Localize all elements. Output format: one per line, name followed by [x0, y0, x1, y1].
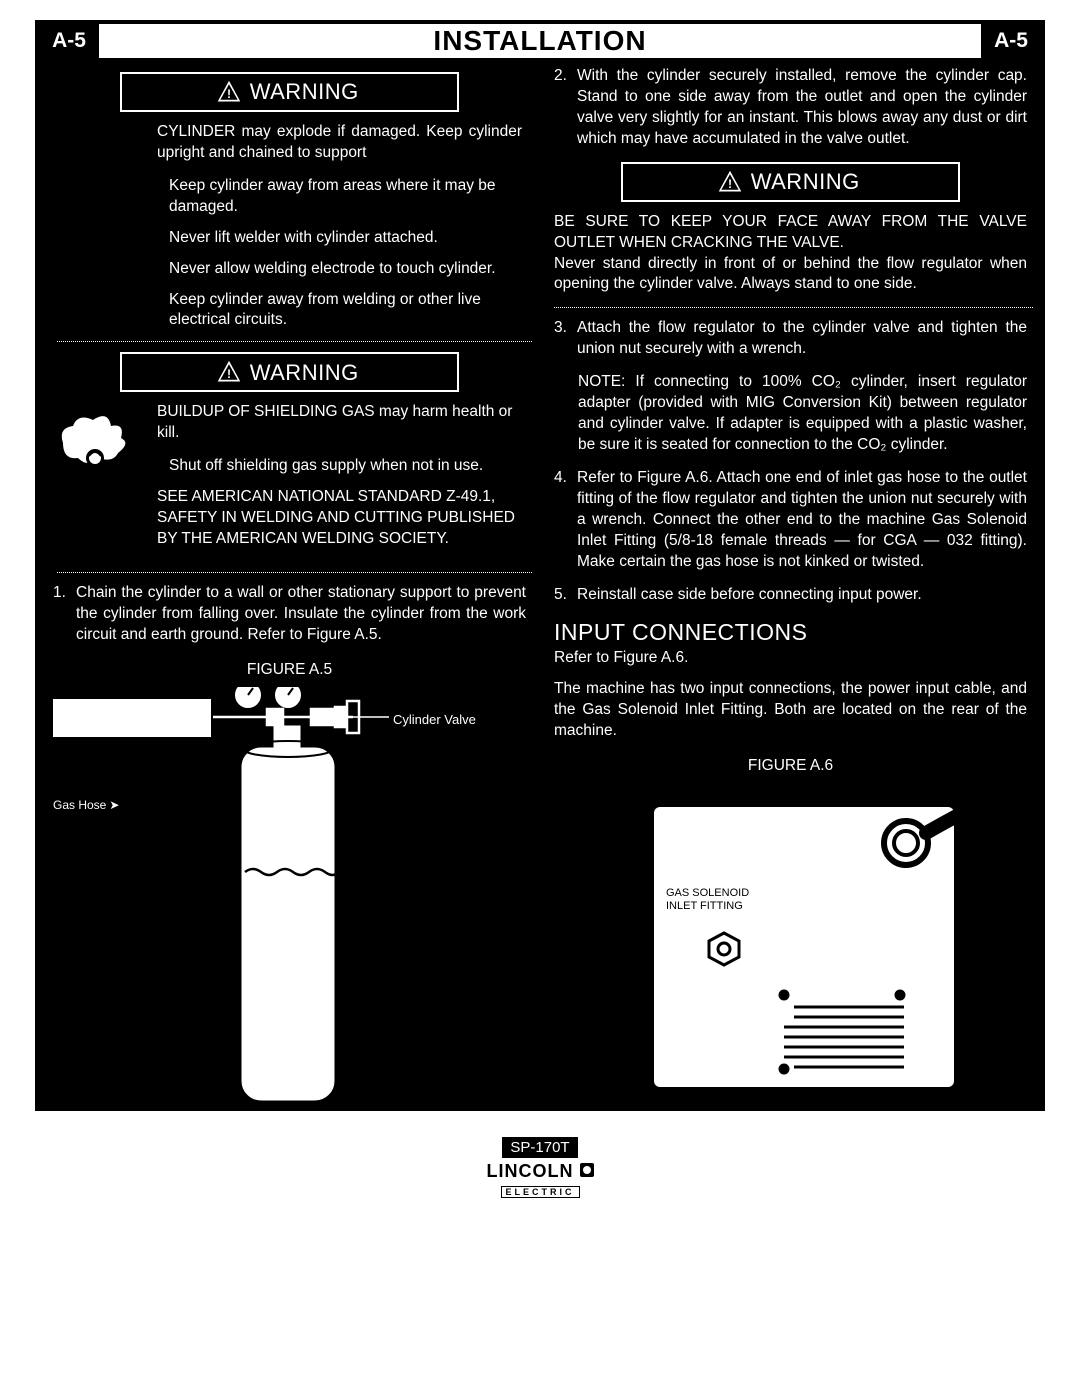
step-4-text: Refer to Figure A.6. Attach one end of i… — [577, 468, 1027, 573]
warning-triangle-icon: ! — [216, 79, 242, 105]
warning-triangle-icon: ! — [717, 169, 743, 195]
warning-triangle-icon: ! — [216, 359, 242, 385]
step-5-text: Reinstall case side before connecting in… — [577, 585, 1027, 606]
step-1-text: Chain the cylinder to a wall or other st… — [76, 583, 526, 646]
right-column: 2. With the cylinder securely installed,… — [540, 58, 1041, 1107]
warn3-p2: Never stand directly in front of or behi… — [554, 254, 1027, 296]
footer-model: SP-170T — [502, 1137, 577, 1158]
warn1-b2: Never lift welder with cylinder attached… — [157, 228, 522, 249]
warning-label-1: WARNING — [250, 77, 359, 107]
fig-a6-drawing — [654, 807, 1014, 1107]
dotted-separator-2 — [57, 572, 532, 573]
step-3-num: 3. — [554, 318, 572, 360]
gas-cloud-icon — [47, 402, 147, 562]
warn2-p1: BUILDUP OF SHIELDING GAS may harm health… — [157, 402, 522, 444]
warning-label-3: WARNING — [751, 167, 860, 197]
arrow-right-icon: ➤ — [109, 797, 119, 813]
warn3-p1: BE SURE TO KEEP YOUR FACE AWAY FROM THE … — [554, 212, 1027, 254]
step-3: 3. Attach the flow regulator to the cyli… — [554, 318, 1027, 360]
header-page-left: A-5 — [39, 29, 99, 53]
fig-a5-gas-hose-text: Gas Hose — [53, 797, 106, 813]
warn1-block: CYLINDER may explode if damaged. Keep cy… — [47, 122, 532, 331]
figure-a5-label: FIGURE A.5 — [47, 660, 532, 681]
fig-a5-drawing — [53, 687, 533, 1107]
content-columns: ! WARNING CYLINDER may explode if damage… — [39, 58, 1041, 1107]
svg-text:!: ! — [227, 87, 231, 101]
lincoln-logo-icon — [580, 1163, 594, 1177]
figure-a6: GAS SOLENOID INLET FITTING — [554, 787, 1027, 1087]
right-steps-3: 4. Refer to Figure A.6. Attach one end o… — [554, 468, 1027, 606]
svg-text:!: ! — [227, 367, 231, 381]
footer-brand: LINCOLN — [0, 1161, 1080, 1182]
warn2-p2: SEE AMERICAN NATIONAL STANDARD Z-49.1, S… — [157, 487, 522, 550]
left-steps: 1. Chain the cylinder to a wall or other… — [53, 583, 526, 646]
dotted-separator-1 — [57, 341, 532, 342]
step-2-num: 2. — [554, 66, 572, 150]
note-co2: NOTE: If connecting to 100% CO₂ cylinder… — [578, 372, 1027, 456]
step-1: 1. Chain the cylinder to a wall or other… — [53, 583, 526, 646]
header-title: INSTALLATION — [433, 25, 646, 57]
header-title-wrap: INSTALLATION — [99, 24, 981, 58]
step-3-text: Attach the flow regulator to the cylinde… — [577, 318, 1027, 360]
fig-a6-gsf-label: GAS SOLENOID INLET FITTING — [666, 887, 749, 913]
step-2-text: With the cylinder securely installed, re… — [577, 66, 1027, 150]
left-column: ! WARNING CYLINDER may explode if damage… — [39, 58, 540, 1107]
step-4: 4. Refer to Figure A.6. Attach one end o… — [554, 468, 1027, 573]
fig-a5-gas-hose-label: Gas Hose ➤ — [53, 797, 119, 813]
svg-text:!: ! — [728, 177, 732, 191]
page-header: A-5 INSTALLATION A-5 — [39, 24, 1041, 58]
page-footer: SP-170T LINCOLN ELECTRIC — [0, 1131, 1080, 1210]
header-page-right: A-5 — [981, 29, 1041, 53]
input-connections-body: The machine has two input connections, t… — [554, 679, 1027, 742]
dotted-separator-3 — [554, 307, 1033, 308]
figure-a5: Gas Hose ➤ Cylinder Valve — [53, 687, 526, 1107]
page: A-5 INSTALLATION A-5 ! WARNING CYLINDER … — [35, 20, 1045, 1111]
step-2: 2. With the cylinder securely installed,… — [554, 66, 1027, 150]
warn1-b4: Keep cylinder away from welding or other… — [157, 290, 522, 332]
warn1-b3: Never allow welding electrode to touch c… — [157, 259, 522, 280]
footer-electric: ELECTRIC — [501, 1186, 580, 1198]
fig-a5-cyl-valve-label: Cylinder Valve — [393, 711, 476, 729]
warning-bar-1: ! WARNING — [120, 72, 460, 112]
warning-label-2: WARNING — [250, 358, 359, 388]
right-steps-1: 2. With the cylinder securely installed,… — [554, 66, 1027, 150]
right-steps-2: 3. Attach the flow regulator to the cyli… — [554, 318, 1027, 360]
figure-a6-label: FIGURE A.6 — [548, 756, 1033, 777]
input-connections-heading: INPUT CONNECTIONS — [554, 617, 1033, 648]
step-1-num: 1. — [53, 583, 71, 646]
input-connections-ref: Refer to Figure A.6. — [554, 648, 1027, 669]
step-5-num: 5. — [554, 585, 572, 606]
warn2-block: BUILDUP OF SHIELDING GAS may harm health… — [47, 402, 532, 562]
warn1-b1: Keep cylinder away from areas where it m… — [157, 176, 522, 218]
footer-brand-text: LINCOLN — [486, 1161, 573, 1181]
warning-bar-3: ! WARNING — [621, 162, 961, 202]
step-4-num: 4. — [554, 468, 572, 573]
warn2-b1: Shut off shielding gas supply when not i… — [157, 456, 522, 477]
step-5: 5. Reinstall case side before connecting… — [554, 585, 1027, 606]
warning-bar-2: ! WARNING — [120, 352, 460, 392]
warn1-p1: CYLINDER may explode if damaged. Keep cy… — [157, 122, 522, 164]
